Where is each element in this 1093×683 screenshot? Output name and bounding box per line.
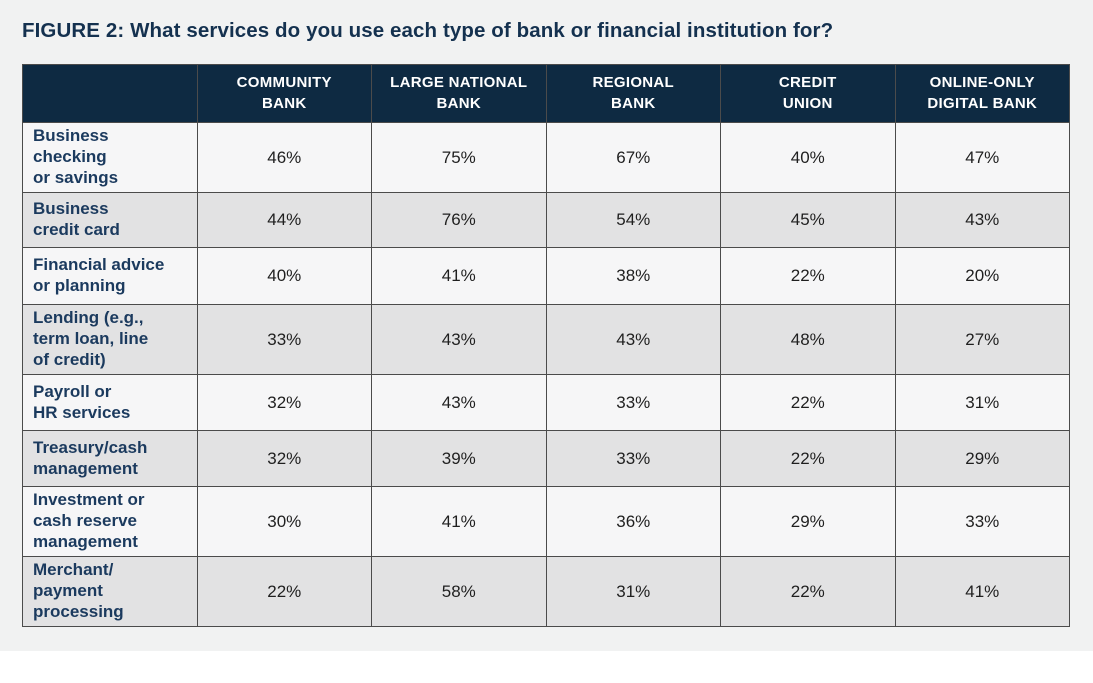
row-label-treasury-cash: Treasury/cash management [22,430,198,487]
table-cell: 32% [196,374,372,431]
table-cell: 54% [545,192,721,248]
table-cell: 32% [196,430,372,487]
header-row: COMMUNITY BANK LARGE NATIONAL BANK REGIO… [22,64,1070,123]
row-label-payroll-hr: Payroll or HR services [22,374,198,431]
table-row: Business credit card 44% 76% 54% 45% 43% [22,192,1070,248]
table-row: Business checking or savings 46% 75% 67%… [22,122,1070,193]
table-row: Investment or cash reserve management 30… [22,486,1070,557]
table-cell: 38% [545,247,721,305]
col-header-credit-union: CREDIT UNION [720,64,896,123]
col-header-regional-bank: REGIONAL BANK [545,64,721,123]
table-cell: 43% [545,304,721,375]
table-cell: 76% [371,192,547,248]
figure-title: FIGURE 2: What services do you use each … [22,19,834,42]
table-cell: 33% [545,430,721,487]
table-cell: 58% [371,556,547,627]
row-label-business-checking: Business checking or savings [22,122,198,193]
table-cell: 48% [720,304,896,375]
table-cell: 41% [371,247,547,305]
table-cell: 33% [545,374,721,431]
table-row: Treasury/cash management 32% 39% 33% 22%… [22,430,1070,487]
col-header-community-bank: COMMUNITY BANK [196,64,372,123]
row-label-lending: Lending (e.g., term loan, line of credit… [22,304,198,375]
table-row: Financial advice or planning 40% 41% 38%… [22,247,1070,305]
table-cell: 75% [371,122,547,193]
table-cell: 33% [894,486,1070,557]
row-label-merchant-payment: Merchant/ payment processing [22,556,198,627]
table-cell: 41% [371,486,547,557]
table-cell: 39% [371,430,547,487]
row-label-financial-advice: Financial advice or planning [22,247,198,305]
table-row: Payroll or HR services 32% 43% 33% 22% 3… [22,374,1070,431]
table-cell: 43% [894,192,1070,248]
col-header-large-national-bank: LARGE NATIONAL BANK [371,64,547,123]
table-cell: 22% [720,374,896,431]
col-header-online-only-digital-bank: ONLINE-ONLY DIGITAL BANK [894,64,1070,123]
row-label-investment-cash-reserve: Investment or cash reserve management [22,486,198,557]
table-cell: 31% [545,556,721,627]
table-cell: 33% [196,304,372,375]
table-cell: 27% [894,304,1070,375]
table-cell: 30% [196,486,372,557]
table-cell: 40% [196,247,372,305]
table-cell: 41% [894,556,1070,627]
figure-area: FIGURE 2: What services do you use each … [0,0,1093,651]
table-cell: 43% [371,374,547,431]
row-label-business-credit-card: Business credit card [22,192,198,248]
table-row: Lending (e.g., term loan, line of credit… [22,304,1070,375]
table-cell: 22% [720,430,896,487]
table-cell: 22% [720,556,896,627]
table-cell: 46% [196,122,372,193]
table-cell: 29% [894,430,1070,487]
table-cell: 31% [894,374,1070,431]
table-cell: 44% [196,192,372,248]
services-table: COMMUNITY BANK LARGE NATIONAL BANK REGIO… [22,64,1070,627]
table-cell: 67% [545,122,721,193]
table-cell: 29% [720,486,896,557]
table-cell: 36% [545,486,721,557]
table-cell: 47% [894,122,1070,193]
table-cell: 20% [894,247,1070,305]
corner-cell [22,64,198,123]
table-cell: 22% [720,247,896,305]
table-row: Merchant/ payment processing 22% 58% 31%… [22,556,1070,627]
table-cell: 43% [371,304,547,375]
table-cell: 22% [196,556,372,627]
table-cell: 45% [720,192,896,248]
table-cell: 40% [720,122,896,193]
